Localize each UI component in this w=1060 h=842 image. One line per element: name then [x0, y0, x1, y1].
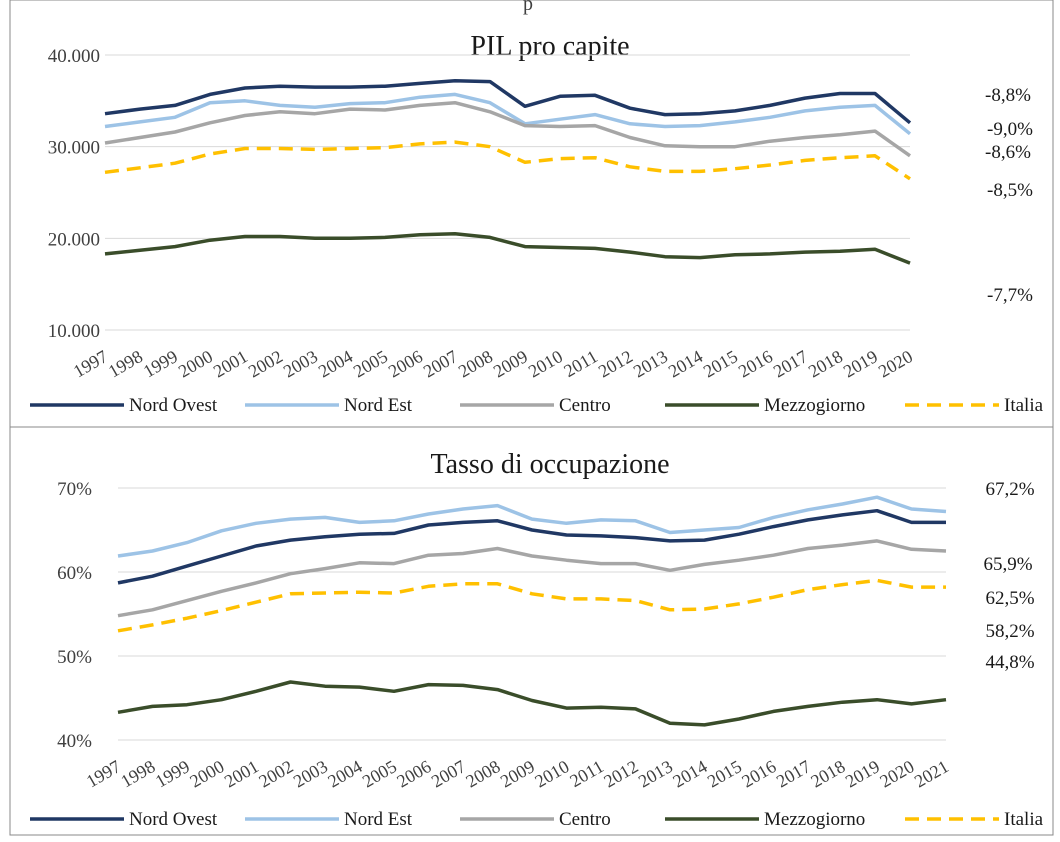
series-line-mezzogiorno	[104, 232, 911, 265]
chart-title: Tasso di occupazione	[430, 449, 669, 480]
y-axis: 40% 50% 60% 70%	[57, 479, 92, 752]
legend-label-nord-est: Nord Est	[344, 809, 413, 830]
end-label-nord-est: 67,2%	[985, 479, 1034, 500]
legend-label-centro: Centro	[559, 809, 611, 830]
y-tick-label: 30.000	[48, 138, 100, 159]
y-tick-label: 10.000	[48, 321, 100, 342]
figure-frame	[9, 0, 1054, 836]
grid	[118, 487, 946, 741]
legend: Nord Ovest Nord Est Centro Mezzogiorno Itali…	[30, 395, 1044, 416]
y-tick-label: 40%	[57, 731, 92, 752]
end-label-italia: -8,5%	[987, 180, 1033, 201]
series-line-nord-est	[104, 92, 912, 136]
header-fragment: p	[523, 0, 533, 15]
end-labels: -8,8% -9,0%-8,6% -7,7% -8,5%	[985, 85, 1033, 306]
series-line-nord-est	[117, 495, 947, 558]
legend-label-centro: Centro	[559, 395, 611, 416]
end-label-centro: 62,5%	[985, 588, 1034, 609]
y-tick-label: 70%	[57, 479, 92, 500]
legend-label-nord-ovest: Nord Ovest	[129, 809, 218, 830]
end-label-mezzogiorno: 44,8%	[985, 652, 1034, 673]
y-axis: 10.000 20.000 30.000 40.000	[48, 46, 100, 342]
end-label-italia: 58,2%	[985, 621, 1034, 642]
end-label-nord-est: -9,0%	[987, 119, 1033, 140]
legend-label-mezzogiorno: Mezzogiorno	[764, 809, 865, 830]
legend-label-italia: Italia	[1004, 395, 1044, 416]
series-line-centro	[117, 539, 947, 618]
series-lines	[104, 78, 912, 265]
legend-label-italia: Italia	[1004, 809, 1044, 830]
y-tick-label: 50%	[57, 647, 92, 668]
y-tick-label: 20.000	[48, 229, 100, 250]
legend: Nord Ovest Nord Est Centro Mezzogiorno Itali…	[30, 809, 1044, 830]
legend-label-nord-ovest: Nord Ovest	[129, 395, 218, 416]
y-tick-label: 40.000	[48, 46, 100, 67]
chart-title: PIL pro capite	[470, 31, 629, 62]
end-label-nord-ovest: -8,8%	[985, 85, 1031, 106]
end-labels: 65,9% 67,2% 62,5% 44,8% 58,2%	[983, 479, 1034, 673]
series-line-nord-ovest	[117, 508, 946, 585]
series-line-centro	[104, 100, 912, 158]
series-line-nord-ovest	[104, 78, 912, 125]
series-line-italia	[104, 140, 911, 181]
end-label-mezzogiorno: -7,7%	[987, 285, 1033, 306]
end-label-centro: -8,6%	[985, 142, 1031, 163]
end-label-nord-ovest: 65,9%	[983, 554, 1032, 575]
series-line-italia	[117, 578, 946, 633]
series-line-mezzogiorno	[117, 680, 947, 727]
y-tick-label: 60%	[57, 563, 92, 584]
legend-label-nord-est: Nord Est	[344, 395, 413, 416]
series-lines	[117, 495, 947, 727]
legend-label-mezzogiorno: Mezzogiorno	[764, 395, 865, 416]
